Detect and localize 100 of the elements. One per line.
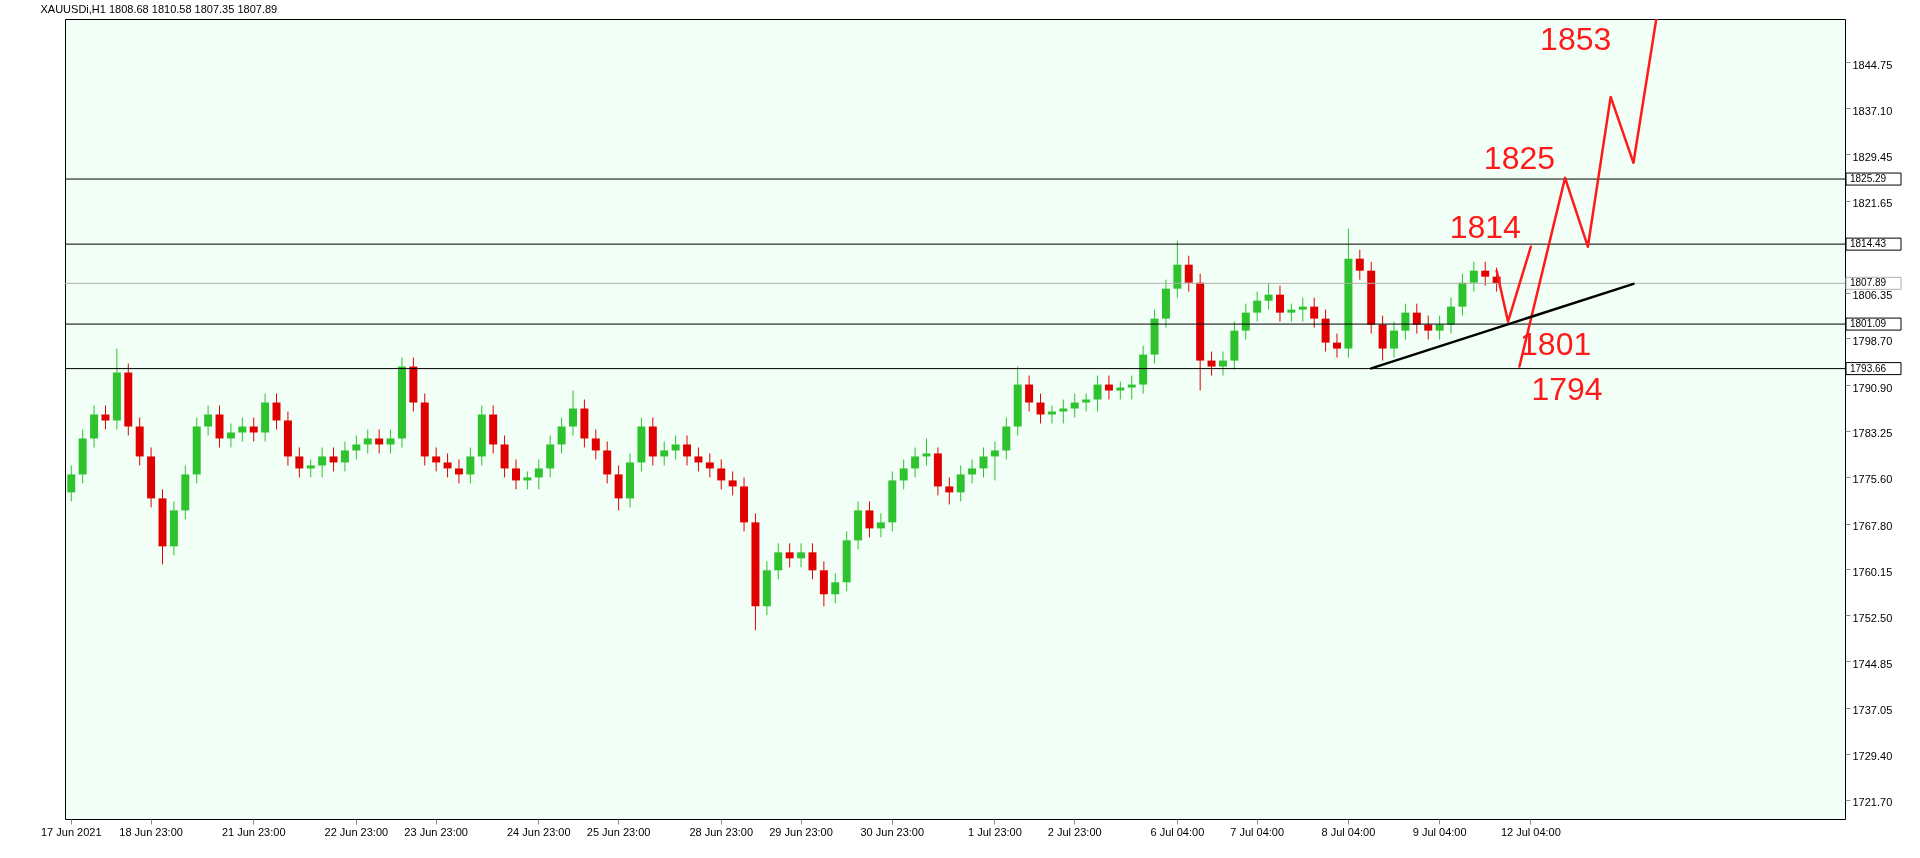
candlestick: [1447, 297, 1456, 335]
x-tick-label: 18 Jun 23:00: [119, 825, 183, 838]
y-tick-label: 1744.85: [1852, 657, 1893, 670]
candlestick: [1401, 303, 1410, 341]
y-tick-label: 1767.80: [1852, 520, 1893, 533]
x-tick-label: 28 Jun 23:00: [689, 825, 754, 838]
candlestick: [990, 440, 999, 481]
candlestick: [238, 417, 247, 442]
ref-line-label: 1793.66: [1850, 362, 1887, 374]
y-tick-label: 1798.70: [1852, 334, 1893, 347]
y-tick-label: 1783.25: [1852, 427, 1893, 440]
candlestick: [1002, 417, 1011, 460]
candlestick: [1469, 261, 1478, 293]
candlestick: [1424, 315, 1433, 341]
candlestick: [1207, 351, 1216, 377]
x-tick-label: 7 Jul 04:00: [1230, 825, 1285, 838]
candlestick: [1378, 315, 1387, 362]
x-tick-label: 23 Jun 23:00: [404, 825, 468, 838]
y-tick-label: 1806.35: [1852, 289, 1893, 302]
candlestick: [1104, 375, 1113, 401]
y-tick-label: 1844.75: [1852, 58, 1893, 71]
candlestick: [500, 434, 509, 478]
x-tick-label: 8 Jul 04:00: [1321, 825, 1376, 838]
candlestick: [683, 434, 692, 466]
candlestick: [899, 458, 908, 490]
candlestick: [1070, 393, 1079, 418]
candlestick: [831, 572, 840, 604]
candlestick: [375, 428, 384, 454]
ref-line-label: 1825.29: [1850, 173, 1887, 185]
candlestick: [204, 405, 213, 436]
candlestick: [67, 464, 76, 502]
candlestick: [819, 560, 828, 607]
candlestick: [956, 464, 965, 502]
candlestick: [1184, 255, 1193, 293]
ref-line-label: 1807.89: [1850, 277, 1887, 289]
y-tick-label: 1729.40: [1852, 750, 1893, 763]
candlestick: [717, 458, 726, 490]
candlestick: [1253, 291, 1262, 323]
candlestick: [512, 458, 520, 490]
candlestick: [90, 405, 99, 448]
candlestick: [865, 500, 874, 538]
candlestick: [945, 476, 954, 505]
candlestick: [671, 434, 680, 460]
candlestick: [1481, 261, 1490, 287]
candlestick: [1390, 321, 1398, 359]
candlestick: [226, 422, 235, 448]
candlestick: [1321, 309, 1330, 353]
y-tick-label: 1821.65: [1852, 197, 1893, 210]
candlestick: [1025, 375, 1034, 413]
candlestick: [603, 440, 612, 484]
candlestick: [557, 417, 566, 454]
candlestick: [272, 393, 281, 430]
candlestick: [1218, 351, 1227, 377]
candlestick: [728, 470, 737, 496]
annotation: 1825: [1483, 139, 1556, 176]
candlestick: [785, 542, 794, 568]
x-tick-label: 24 Jun 23:00: [506, 825, 571, 838]
candlestick: [1355, 249, 1364, 281]
candlestick: [386, 428, 395, 454]
candlestick: [1127, 375, 1136, 401]
x-tick-label: 6 Jul 04:00: [1150, 825, 1205, 838]
x-tick-label: 22 Jun 23:00: [324, 825, 389, 838]
candlestick: [911, 446, 920, 478]
candlestick: [1310, 297, 1319, 329]
candlestick: [215, 405, 224, 448]
candlestick: [443, 452, 452, 478]
x-tick-label: 2 Jul 23:00: [1047, 825, 1102, 838]
candlestick: [774, 542, 783, 580]
candlestick: [1298, 297, 1307, 323]
x-tick-label: 29 Jun 23:00: [769, 825, 833, 838]
x-tick-label: 30 Jun 23:00: [860, 825, 925, 838]
x-tick-label: 17 Jun 2021: [40, 825, 102, 838]
candlestick: [1059, 399, 1068, 424]
x-tick-label: 12 Jul 04:00: [1500, 825, 1561, 838]
candlestick: [876, 512, 885, 538]
annotation: 1814: [1449, 208, 1521, 245]
candlestick: [318, 446, 327, 478]
y-tick-label: 1760.15: [1852, 565, 1893, 578]
candlestick: [249, 417, 258, 442]
candlestick: [432, 446, 441, 472]
candlestick: [329, 446, 338, 472]
candlestick: [1173, 240, 1182, 299]
candlestick: [1264, 282, 1273, 311]
candlestick: [694, 446, 703, 472]
x-tick-label: 1 Jul 23:00: [968, 825, 1022, 838]
ref-line-label: 1801.09: [1850, 318, 1887, 330]
x-tick-label: 25 Jun 23:00: [586, 825, 651, 838]
candlestick: [569, 390, 577, 436]
candlestick: [591, 428, 600, 460]
candlestick: [1241, 303, 1250, 341]
candlestick: [660, 440, 669, 466]
y-tick-label: 1829.45: [1852, 150, 1893, 163]
candlestick: [705, 452, 714, 478]
y-tick-label: 1790.90: [1852, 381, 1893, 394]
candlestick: [352, 434, 361, 460]
candlestick: [534, 458, 543, 490]
annotation: 1794: [1531, 370, 1603, 407]
candlestick: [1458, 273, 1467, 317]
candlestick: [546, 434, 555, 478]
x-tick-label: 9 Jul 04:00: [1412, 825, 1467, 838]
